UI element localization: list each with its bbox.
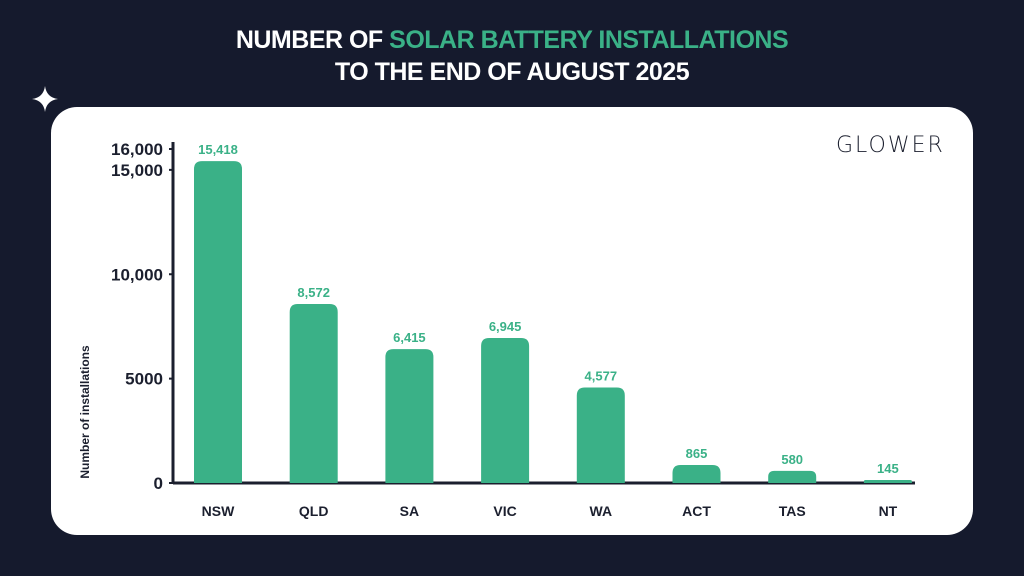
bar-nt xyxy=(863,479,912,483)
x-tick-label: ACT xyxy=(682,503,711,519)
glower-logo: GLOWER xyxy=(836,133,945,158)
data-label: 15,418 xyxy=(198,142,238,157)
title-line2: TO THE END OF AUGUST 2025 xyxy=(334,58,690,86)
bar-wa xyxy=(576,387,625,483)
sparkle-icon xyxy=(32,86,58,112)
y-tick-label: 16,000 xyxy=(111,140,163,159)
data-label: 145 xyxy=(877,461,899,476)
x-tick-label: NSW xyxy=(202,503,235,519)
y-tick-label: 10,000 xyxy=(111,265,163,284)
bar-act xyxy=(672,464,721,483)
bar-nsw xyxy=(194,161,242,484)
data-label: 4,577 xyxy=(585,368,618,383)
data-label: 6,415 xyxy=(393,330,426,345)
bar-qld xyxy=(289,304,338,483)
bar-vic xyxy=(481,338,530,483)
bar-sa xyxy=(385,349,434,483)
title-part1: NUMBER OF xyxy=(235,26,390,54)
y-tick-label: 15,000 xyxy=(111,161,163,180)
y-tick-label: 0 xyxy=(154,474,163,493)
x-tick-label: SA xyxy=(400,503,419,519)
data-label: 865 xyxy=(686,446,708,461)
x-tick-label: TAS xyxy=(779,503,806,519)
x-tick-label: QLD xyxy=(299,503,329,519)
data-label: 6,945 xyxy=(489,319,522,334)
x-tick-label: WA xyxy=(590,503,613,519)
x-tick-label: VIC xyxy=(493,503,516,519)
y-axis-label: Number of installations xyxy=(78,345,92,479)
y-tick-label: 5000 xyxy=(125,370,163,389)
data-label: 8,572 xyxy=(297,285,330,300)
bar-tas xyxy=(768,470,817,483)
data-label: 580 xyxy=(781,452,803,467)
chart-title: NUMBER OF SOLAR BATTERY INSTALLATIONS TO… xyxy=(0,24,1024,88)
title-highlight: SOLAR BATTERY INSTALLATIONS xyxy=(389,26,789,54)
x-tick-label: NT xyxy=(879,503,898,519)
